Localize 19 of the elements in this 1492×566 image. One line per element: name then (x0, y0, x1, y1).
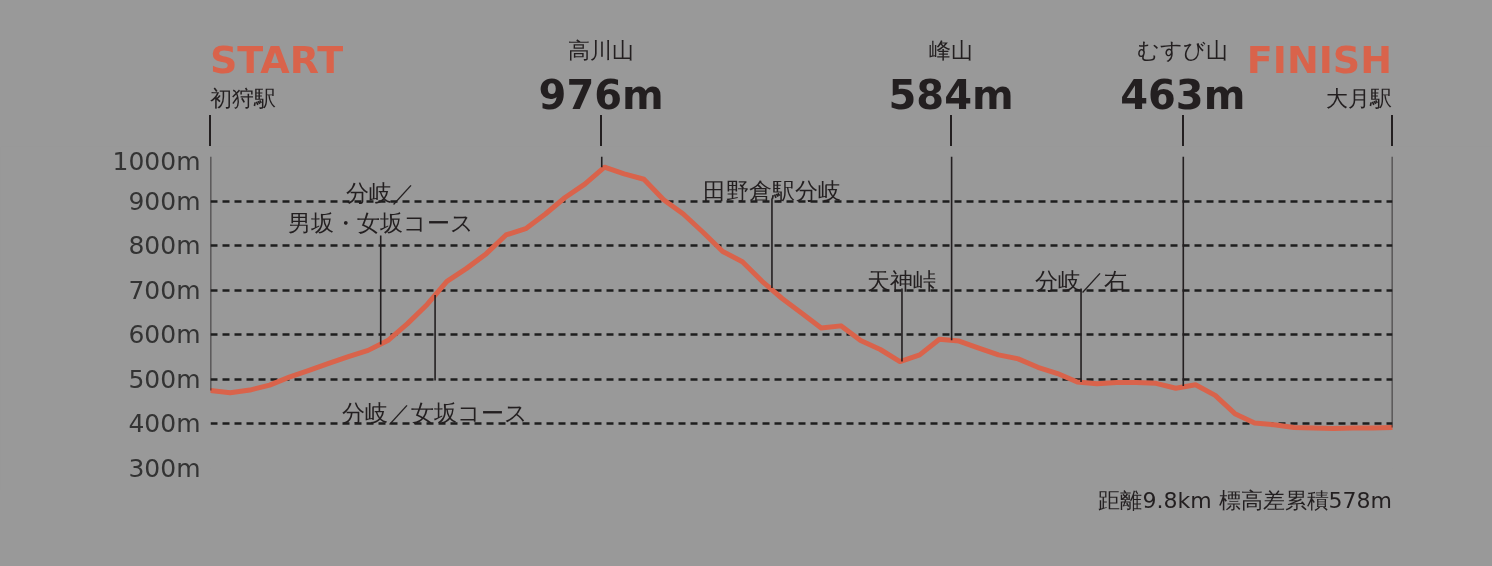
annotation: 天神峠 (867, 267, 937, 294)
y-tick-label: 600m (128, 320, 201, 350)
annotation: 峰山 584m (888, 38, 1014, 119)
text: 距離9.8km 標高差累積578m (1098, 488, 1392, 513)
text: START 初狩駅 (210, 37, 344, 111)
y-tick-label: 800m (128, 231, 201, 261)
annotation: 高川山 976m (538, 38, 664, 119)
annotation: 田野倉駅分岐 (702, 177, 841, 204)
y-tick-label: 700m (128, 275, 201, 305)
annotation: 分岐／右 (1035, 267, 1128, 294)
y-tick-label: 400m (128, 409, 201, 439)
y-tick-label: 900m (128, 186, 201, 216)
y-tick-label: 500m (128, 364, 201, 394)
annotation: 分岐／女坂コース (342, 399, 529, 426)
y-tick-label: 300m (128, 454, 201, 483)
text: FINISH 大月駅 (1246, 37, 1392, 111)
annotation: むすび山 463m (1120, 38, 1246, 119)
y-tick-label: 1000m (112, 146, 201, 176)
annotation: 男坂・女坂コース (287, 209, 474, 236)
